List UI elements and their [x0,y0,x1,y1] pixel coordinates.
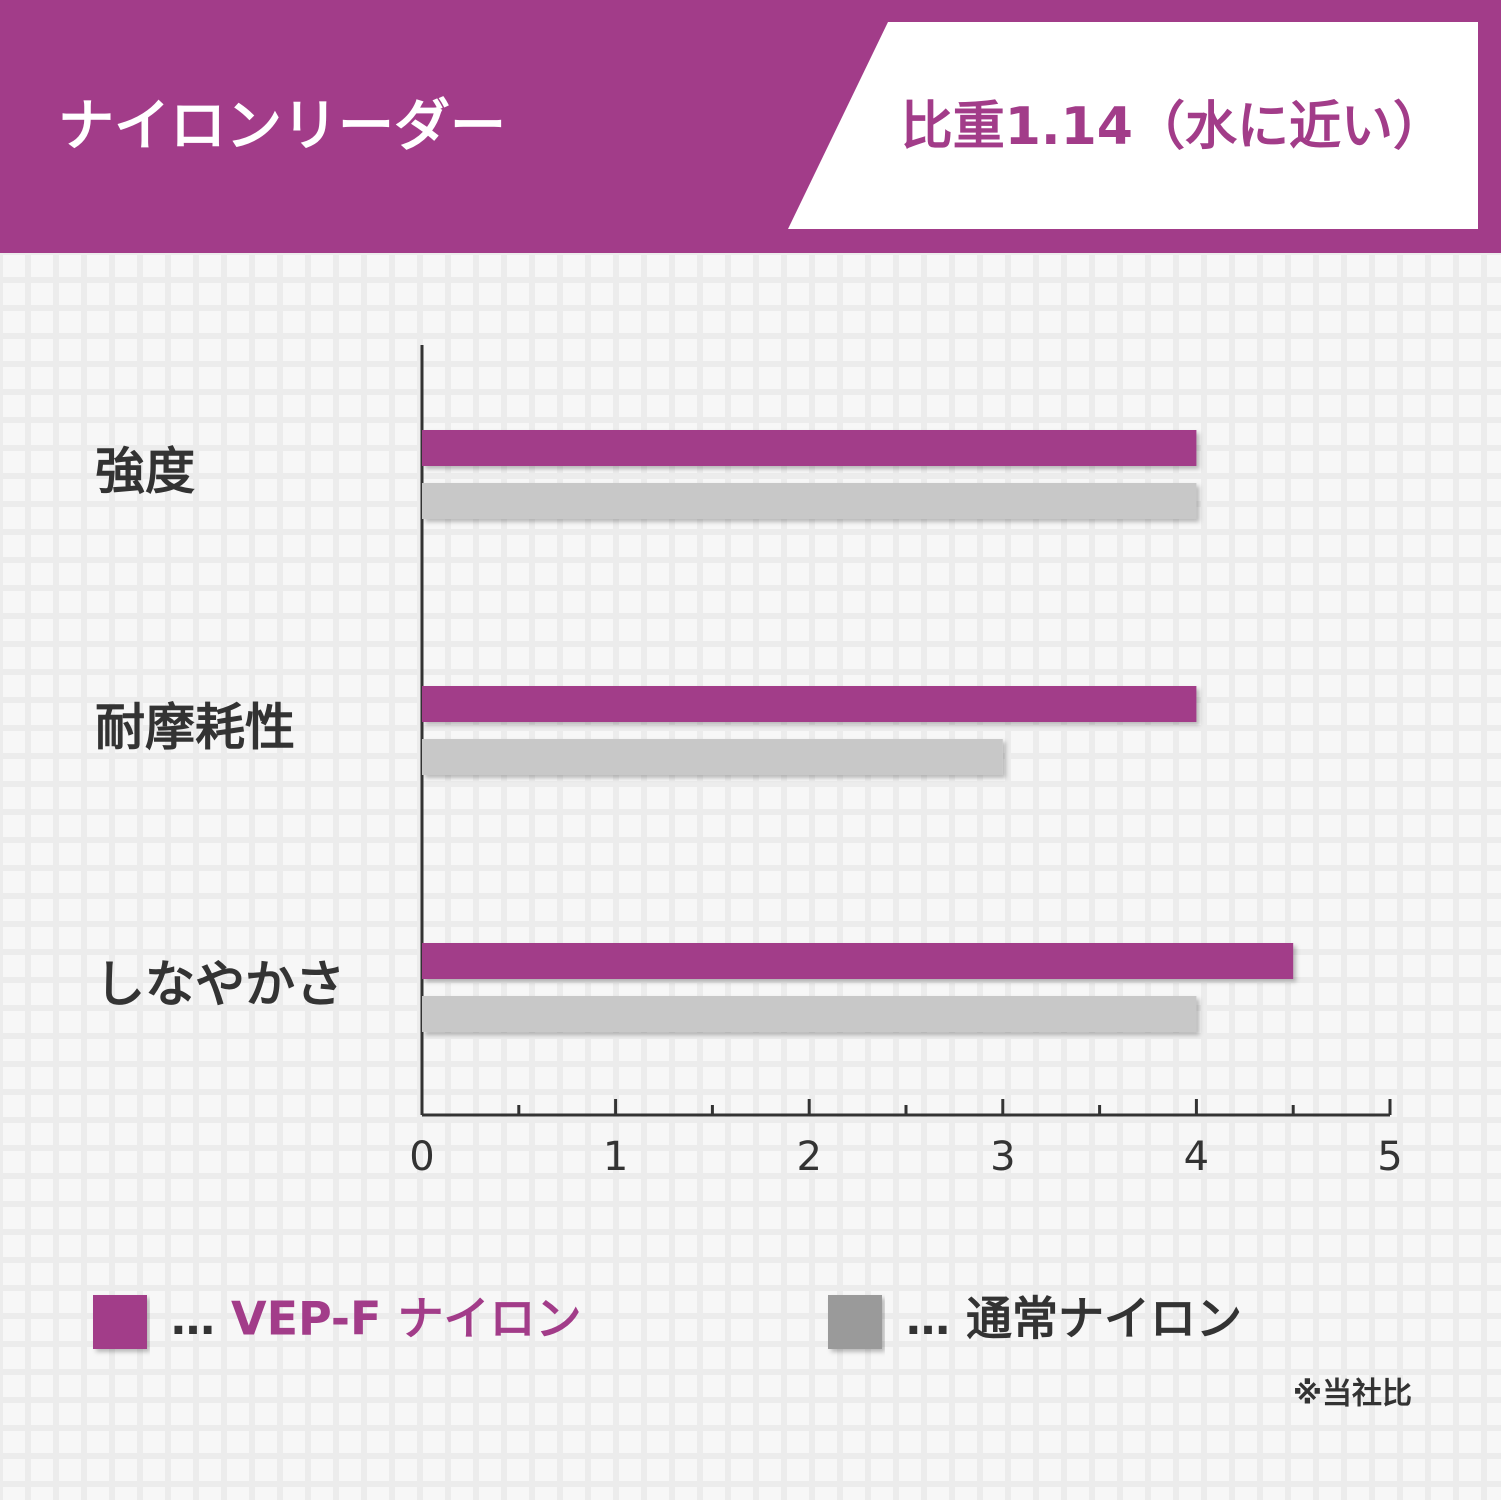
bar [422,996,1197,1032]
badge-text: 比重1.14（水に近い） [901,97,1445,157]
bar [422,739,1003,775]
x-tick-label: 2 [796,1134,821,1180]
category-label: しなやかさ [95,956,345,1014]
legend-marker: … [171,1294,215,1345]
legend-label: 通常ナイロン [966,1292,1242,1346]
x-tick-label: 0 [409,1134,434,1180]
legend-swatch [93,1295,147,1349]
legend-swatch [828,1295,882,1349]
note: ※当社比 [1293,1377,1412,1412]
legend-label: VEP-F ナイロン [231,1292,581,1346]
x-tick-label: 4 [1184,1134,1209,1180]
legend-marker: … [906,1294,950,1345]
category-label: 強度 [95,443,195,501]
bar [422,483,1197,519]
x-tick-label: 3 [990,1134,1015,1180]
bar [422,686,1197,722]
badge-box [788,22,1478,229]
category-label: 耐摩耗性 [95,699,295,757]
bar [422,430,1197,466]
header-title: ナイロンリーダー [58,94,506,159]
bar [422,943,1294,979]
x-tick-label: 5 [1377,1134,1402,1180]
x-tick-label: 1 [603,1134,628,1180]
